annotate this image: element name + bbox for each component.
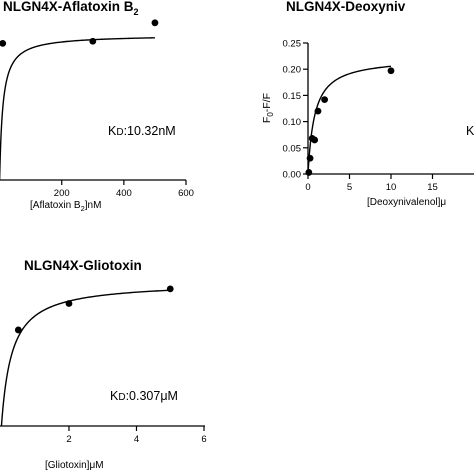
x-tick-label: 2 (66, 434, 71, 445)
data-point (166, 285, 174, 293)
panel-deoxynivalenol: NLGN4X-Deoxyniv F0-F/F 0.000.050.100.150… (261, 0, 474, 208)
chart-title: NLGN4X-Aflatoxin B2 (3, 0, 139, 17)
y-tick-label: 0.20 (283, 65, 302, 76)
data-point (305, 169, 313, 176)
data-point (387, 67, 395, 75)
data-point (321, 96, 328, 103)
kd-annotation: KD:10.32nM (108, 124, 176, 138)
data-points (305, 67, 395, 176)
data-point (14, 326, 22, 334)
y-tick-label: 0.15 (283, 91, 302, 102)
fit-curve (0, 289, 171, 427)
data-point (65, 300, 73, 307)
chart-title: NLGN4X-Gliotoxin (24, 258, 142, 273)
x-tick-label: 600 (178, 188, 194, 199)
x-ticks: 2 4 6 (66, 426, 207, 445)
data-point (0, 39, 7, 47)
fit-curve-group (0, 37, 155, 181)
panel-aflatoxin: NLGN4X-Aflatoxin B2 200 400 600 [Aflatoxin… (0, 0, 194, 213)
panel-gliotoxin: NLGN4X-Gliotoxin 2 4 6 [Gliotoxin]μM KD:0.… (0, 258, 207, 471)
y-tick-label: 0.10 (283, 117, 302, 128)
kd-annotation: K (466, 124, 474, 138)
x-tick-label: 4 (134, 434, 139, 445)
x-axis-label: [Aflatoxin B2]nM (30, 200, 101, 213)
y-tick-label: 0.25 (283, 39, 302, 50)
x-tick-label: 0 (305, 182, 310, 193)
fit-curve-group (0, 289, 171, 427)
x-tick-label: 15 (427, 182, 438, 193)
fit-curve (307, 65, 392, 174)
fit-curve-group (307, 65, 392, 174)
x-ticks: 200 400 600 (54, 180, 194, 199)
x-tick-label: 200 (54, 188, 70, 199)
y-tick-label: 0.05 (283, 143, 302, 154)
kd-annotation: KD:0.307μM (110, 389, 178, 403)
y-ticks: 0.00 0.05 0.10 0.15 0.20 0.25 (283, 39, 308, 181)
data-points (14, 285, 174, 334)
x-tick-label: 6 (201, 434, 206, 445)
x-axis-label: [Gliotoxin]μM (45, 460, 104, 471)
data-point (314, 107, 322, 115)
x-axis-label: [Deoxynivalenol]μ (367, 197, 446, 208)
data-point (89, 37, 97, 45)
x-tick-label: 5 (347, 182, 352, 193)
x-tick-label: 400 (116, 188, 132, 199)
chart-title: NLGN4X-Deoxyniv (286, 0, 406, 14)
y-axis-label: F0-F/F (261, 93, 275, 123)
y-tick-label: 0.00 (283, 170, 302, 181)
data-point (151, 19, 159, 27)
data-point (306, 154, 314, 162)
x-tick-label: 10 (386, 182, 397, 193)
data-points (0, 19, 159, 47)
data-point (311, 136, 319, 144)
x-ticks: 0 5 10 15 (305, 174, 438, 193)
fit-curve (0, 37, 155, 181)
